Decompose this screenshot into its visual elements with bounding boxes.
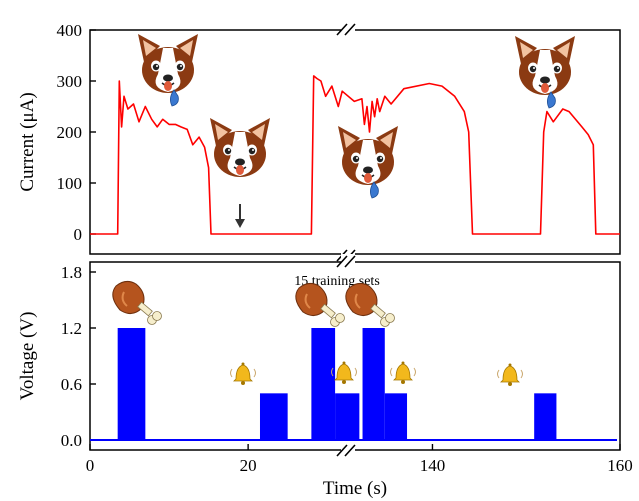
- bottom-y-tick-label: 0.0: [61, 431, 82, 450]
- top-y-axis-title: Current (μA): [17, 92, 38, 191]
- voltage-pulse-bar: [311, 328, 336, 440]
- voltage-pulse-bar: [534, 393, 557, 440]
- bell-icon-3: [390, 361, 416, 385]
- bottom-x-tick-label: 140: [420, 456, 446, 475]
- bell-icon-4: [497, 363, 523, 387]
- bottom-x-ticks: 0 20 140 160: [86, 444, 633, 475]
- down-arrow-icon: [235, 204, 245, 228]
- bottom-x-tick-label: 160: [607, 456, 633, 475]
- x-axis-title: Time (s): [323, 478, 387, 499]
- bottom-y-tick-label: 0.6: [61, 375, 82, 394]
- drumstick-icon-3: [344, 282, 396, 328]
- top-y-ticks: 0 100 200 300 400: [57, 21, 96, 244]
- bottom-y-axis-title: Voltage (V): [17, 312, 38, 401]
- bottom-x-tick-label: 20: [240, 456, 257, 475]
- drumstick-icon-1: [111, 280, 163, 326]
- bottom-panel: 0.0 0.6 1.2 1.8 0 20 140 160 Voltage (V) Time …: [17, 254, 633, 499]
- dog-icon-2: [209, 117, 271, 178]
- top-y-tick-label: 200: [57, 123, 83, 142]
- top-y-tick-label: 0: [74, 225, 83, 244]
- bottom-y-tick-label: 1.2: [61, 319, 82, 338]
- top-y-tick-label: 300: [57, 72, 83, 91]
- dog-icon-4: [514, 35, 576, 109]
- voltage-pulses: [117, 328, 557, 440]
- bottom-y-tick-label: 1.8: [61, 263, 82, 282]
- dog-icon-1: [137, 33, 199, 107]
- voltage-pulse-bar: [362, 328, 385, 440]
- voltage-pulse-bar: [384, 393, 408, 440]
- top-y-tick-label: 100: [57, 174, 83, 193]
- bottom-x-tick-label: 0: [86, 456, 95, 475]
- voltage-pulse-bar: [259, 393, 288, 440]
- bottom-axis-break: [336, 254, 356, 458]
- top-y-tick-label: 400: [57, 21, 83, 40]
- voltage-pulse-bar: [335, 393, 360, 440]
- bell-icon-1: [230, 362, 256, 386]
- voltage-pulse-bar: [117, 328, 146, 440]
- drumstick-icon-2: [294, 282, 346, 328]
- current-series-line: [90, 75, 620, 235]
- dog-icon-3: [337, 125, 399, 199]
- top-panel: 0 100 200 300 400 Current (μA): [17, 20, 621, 262]
- bell-icon-2: [331, 361, 357, 385]
